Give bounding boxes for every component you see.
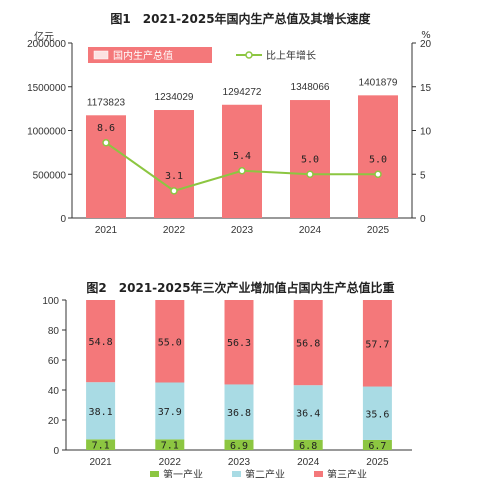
gdp-value-label: 1234029 <box>155 92 194 103</box>
chart2-y-tick-label: 40 <box>48 386 60 397</box>
share-segment-secondary-2021 <box>86 382 116 440</box>
chart1-right-tick-label: 5 <box>420 170 426 181</box>
growth-value-label: 5.0 <box>369 154 387 165</box>
legend-swatch-secondary <box>232 471 241 477</box>
legend-swatch-tertiary <box>314 471 323 477</box>
growth-value-label: 8.6 <box>97 123 115 134</box>
share-segment-primary-2024 <box>293 439 323 450</box>
gdp-bar-2024 <box>290 100 330 218</box>
share-segment-tertiary-2024 <box>293 300 323 386</box>
share-value-label: 37.9 <box>158 407 182 418</box>
chart2-y-tick-label: 0 <box>53 446 59 457</box>
chart1-x-tick-label: 2023 <box>231 225 254 236</box>
share-segment-tertiary-2025 <box>362 300 392 387</box>
gdp-bar-2023 <box>222 104 262 218</box>
share-segment-tertiary-2021 <box>86 300 116 383</box>
legend-growth-swatch-marker <box>245 51 253 59</box>
growth-value-label: 5.0 <box>301 154 319 165</box>
share-segment-secondary-2023 <box>224 384 254 440</box>
share-value-label: 35.6 <box>365 409 389 420</box>
chart1-right-tick-label: 0 <box>420 214 426 225</box>
legend-gdp-swatch <box>93 50 109 60</box>
share-segment-secondary-2025 <box>362 386 392 440</box>
growth-point-2022 <box>170 187 178 195</box>
chart1-left-unit: 亿元 <box>34 30 54 43</box>
legend-label-primary: 第一产业 <box>163 468 203 478</box>
share-value-label: 54.8 <box>89 337 113 348</box>
share-segment-secondary-2024 <box>293 385 323 440</box>
chart1-legend-box <box>88 47 212 63</box>
growth-point-2023 <box>238 167 246 175</box>
chart1-right-tick-label: 15 <box>420 83 432 94</box>
share-segment-primary-2025 <box>362 439 392 450</box>
share-segment-primary-2022 <box>155 439 185 450</box>
gdp-value-label: 1401879 <box>359 77 398 88</box>
share-value-label: 57.7 <box>365 339 389 350</box>
chart1-x-tick-label: 2022 <box>163 225 186 236</box>
growth-value-label: 5.4 <box>233 151 251 162</box>
share-segment-primary-2021 <box>86 439 116 450</box>
share-value-label: 36.4 <box>296 409 320 420</box>
chart2-y-tick-label: 100 <box>42 296 59 307</box>
gdp-bar-2021 <box>86 115 126 218</box>
chart2-x-tick-label: 2024 <box>297 457 320 468</box>
legend-swatch-primary <box>150 471 159 477</box>
chart1-left-tick-label: 2000000 <box>27 39 66 50</box>
legend-label-tertiary: 第三产业 <box>327 468 367 478</box>
chart1-left-tick-label: 500000 <box>33 170 67 181</box>
chart2-title: 图2 2021-2025年三次产业增加值占国内生产总值比重 <box>86 281 395 295</box>
chart1-right-tick-label: 10 <box>420 127 432 138</box>
growth-point-2024 <box>306 170 314 178</box>
share-value-label: 38.1 <box>89 407 113 418</box>
gdp-value-label: 1348066 <box>291 82 330 93</box>
chart1-x-tick-label: 2024 <box>299 225 322 236</box>
growth-point-2021 <box>102 139 110 147</box>
legend-label-secondary: 第二产业 <box>245 468 285 478</box>
gdp-value-label: 1294272 <box>223 87 262 98</box>
share-value-label: 56.8 <box>296 339 320 350</box>
chart2-y-tick-label: 20 <box>48 416 60 427</box>
share-segment-tertiary-2023 <box>224 300 254 385</box>
share-value-label: 56.3 <box>227 338 251 349</box>
chart1-left-tick-label: 0 <box>60 214 66 225</box>
share-segment-primary-2023 <box>224 439 254 450</box>
legend-growth-label: 比上年增长 <box>266 49 316 62</box>
share-value-label: 7.1 <box>161 441 179 452</box>
chart2-x-tick-label: 2025 <box>366 457 389 468</box>
chart2-x-tick-label: 2022 <box>159 457 182 468</box>
gdp-bar-2022 <box>154 110 194 218</box>
chart1-right-unit: % <box>421 30 431 41</box>
share-value-label: 7.1 <box>92 441 110 452</box>
share-value-label: 36.8 <box>227 408 251 419</box>
share-segment-tertiary-2022 <box>155 300 185 383</box>
chart2-x-tick-label: 2021 <box>89 457 112 468</box>
share-segment-secondary-2022 <box>155 382 185 440</box>
share-value-label: 55.0 <box>158 337 182 348</box>
chart1-right-tick-label: 20 <box>420 39 432 50</box>
legend-gdp-label: 国内生产总值 <box>113 49 173 62</box>
chart2-x-tick-label: 2023 <box>228 457 251 468</box>
chart2-y-tick-label: 80 <box>48 326 60 337</box>
chart2-y-tick-label: 60 <box>48 356 60 367</box>
share-value-label: 6.8 <box>299 441 317 452</box>
gdp-bar-2025 <box>358 95 398 218</box>
chart1-left-tick-label: 1000000 <box>27 127 66 138</box>
gdp-value-label: 1173823 <box>87 97 126 108</box>
growth-value-label: 3.1 <box>165 171 183 182</box>
chart1-x-tick-label: 2025 <box>367 225 390 236</box>
share-value-label: 6.7 <box>368 441 386 452</box>
chart1-x-tick-label: 2021 <box>95 225 118 236</box>
share-value-label: 6.9 <box>230 441 248 452</box>
chart1-left-tick-label: 1500000 <box>27 83 66 94</box>
growth-point-2025 <box>374 170 382 178</box>
chart1-title: 图1 2021-2025年国内生产总值及其增长速度 <box>110 12 371 26</box>
